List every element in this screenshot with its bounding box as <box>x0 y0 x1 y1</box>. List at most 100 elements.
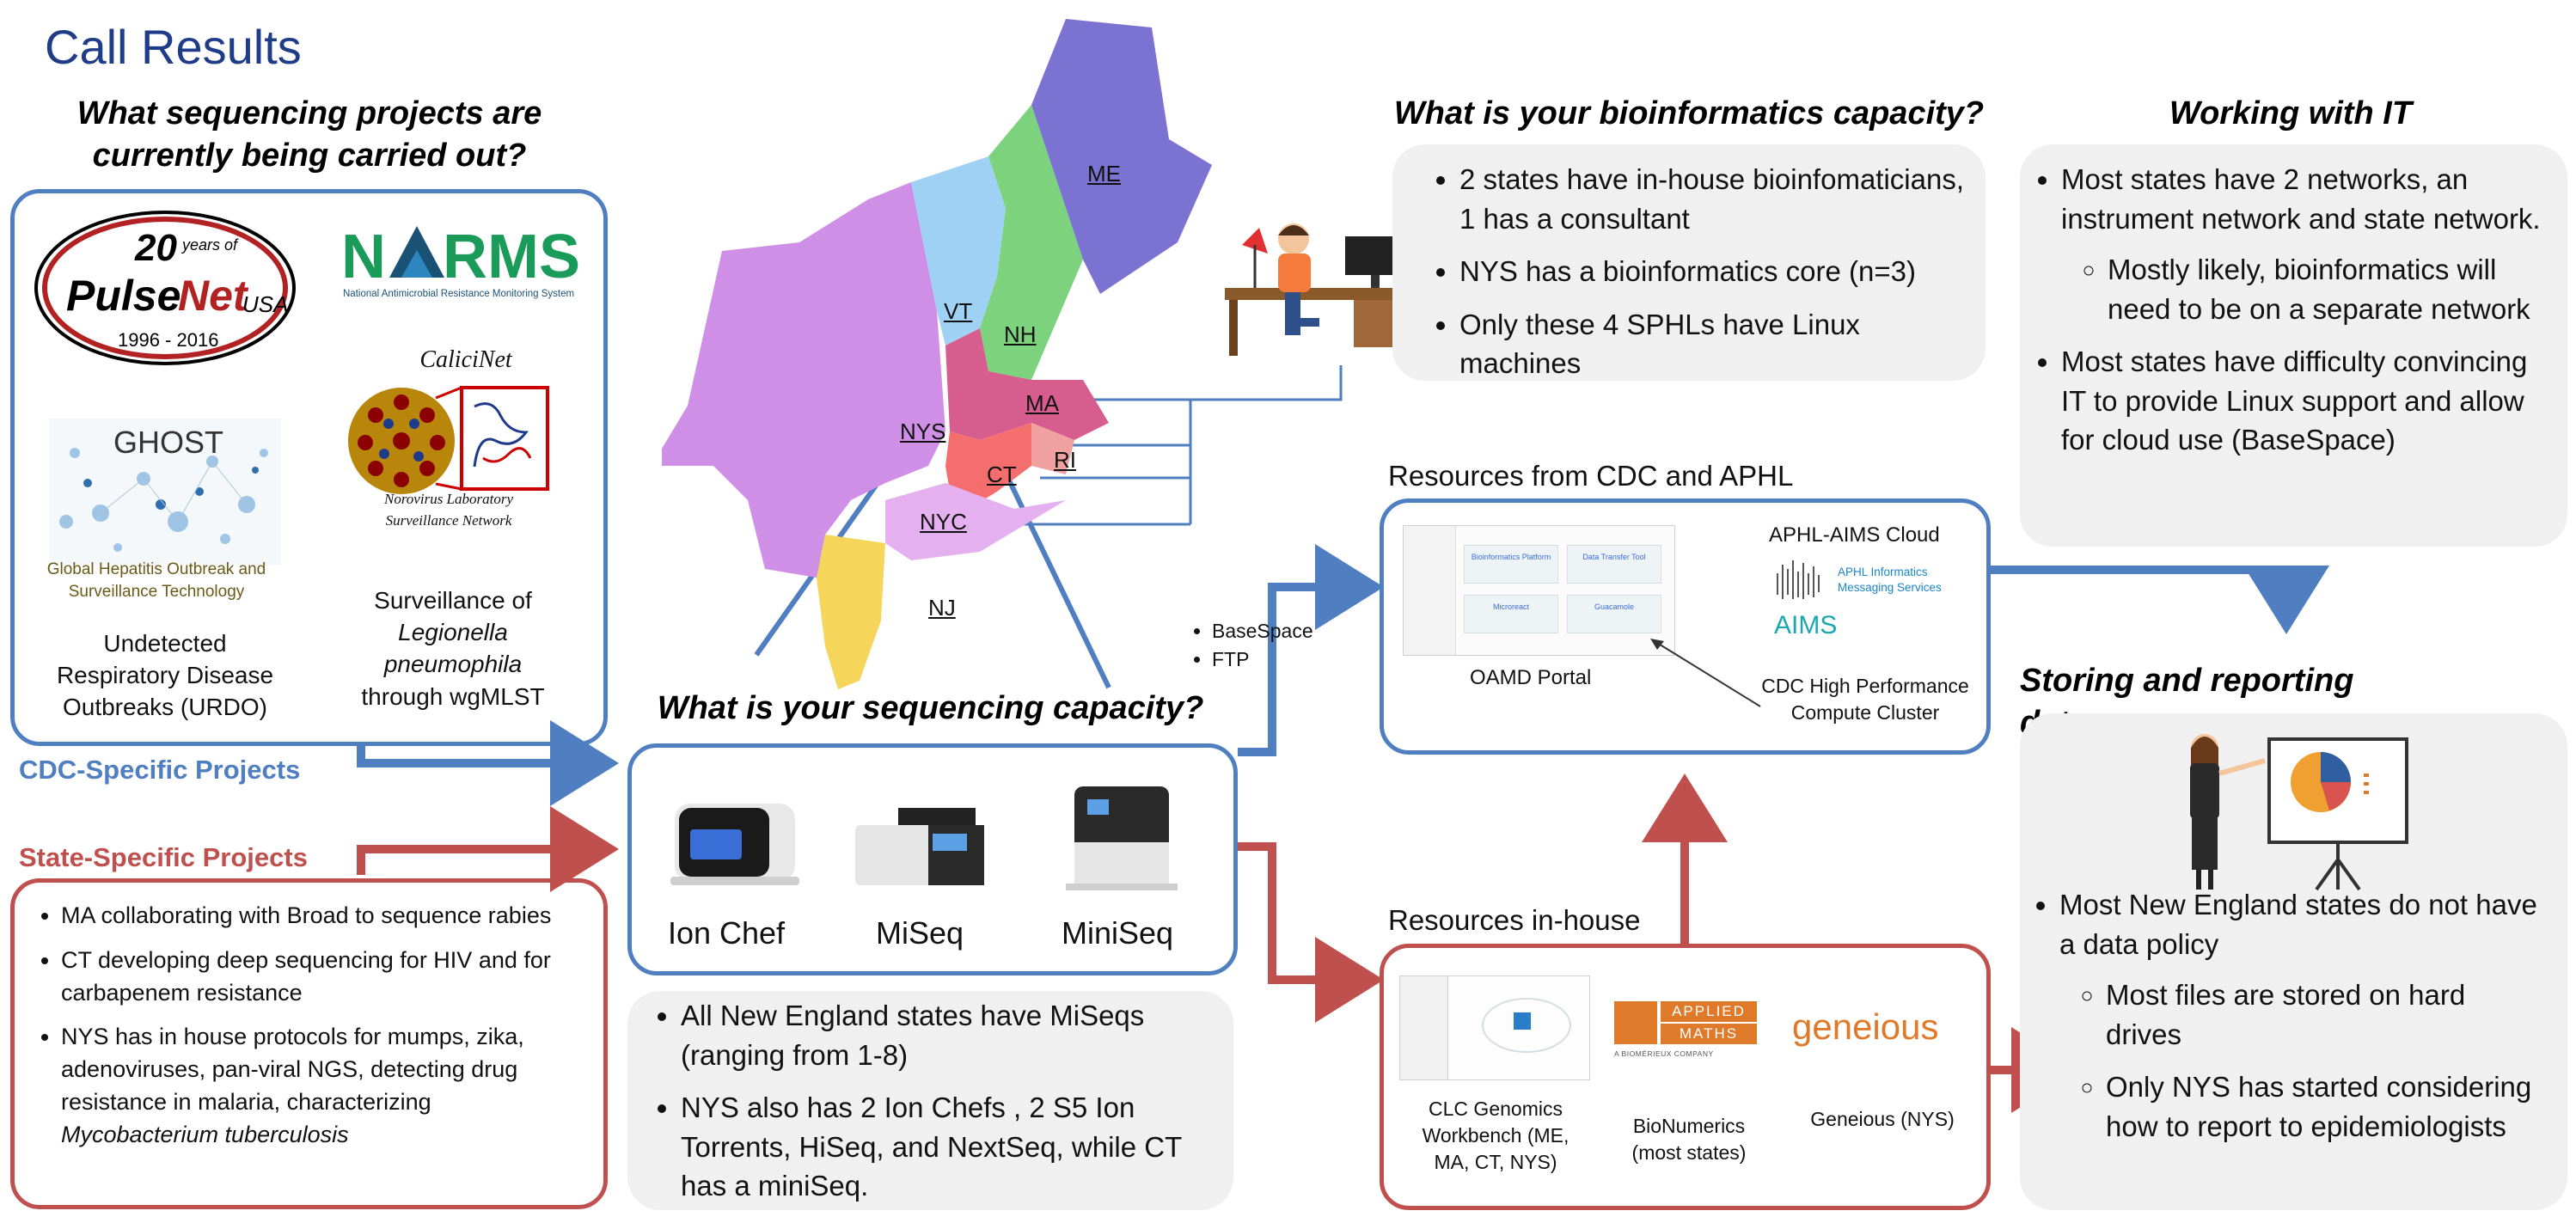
portal-tile: Guacamole <box>1567 595 1661 633</box>
clc-line3: MA, CT, NYS) <box>1434 1151 1557 1174</box>
transfer-methods: BaseSpace FTP <box>1186 617 1313 675</box>
state-projects-label: State-Specific Projects <box>19 842 308 872</box>
svg-text:20: 20 <box>134 227 177 269</box>
miseq-label: MiSeq <box>875 915 964 951</box>
seq-capacity-heading: What is your sequencing capacity? <box>657 690 1204 726</box>
svg-text:years of: years of <box>181 236 239 254</box>
bracket-line <box>1040 365 1343 401</box>
bioinf-item: NYS has a bioinformatics core (n=3) <box>1459 252 1968 291</box>
cluster-line1: CDC High Performance <box>1761 675 1969 697</box>
urdo-line1: Undetected <box>103 630 227 657</box>
applied-maths-word1: APPLIED <box>1661 1001 1757 1022</box>
narms-logo: N RMS National Antimicrobial Resistance … <box>340 217 580 321</box>
state-project-item: MA collaborating with Broad to sequence … <box>61 900 586 933</box>
seq-capacity-notes: All New England states have MiSeqs (rang… <box>627 991 1233 1210</box>
cdc-resources-label: Resources from CDC and APHL <box>1388 460 1794 492</box>
inhouse-arrow <box>1238 842 1384 1023</box>
storing-sublist: Most files are stored on hard drives Onl… <box>2059 975 2544 1146</box>
map-label-nj: NJ <box>928 595 956 621</box>
svg-text:National Antimicrobial Resista: National Antimicrobial Resistance Monito… <box>343 289 574 299</box>
seq-capacity-list: All New England states have MiSeqs (rang… <box>643 996 1216 1206</box>
clc-caption: CLC Genomics Workbench (ME, MA, CT, NYS) <box>1397 1096 1594 1176</box>
cdc-arrow <box>357 720 619 806</box>
pulsenet-logo: 20 years of Pulse Net USA 1996 - 2016 <box>32 209 298 368</box>
cluster-line2: Compute Cluster <box>1790 701 1940 725</box>
urdo-caption: Undetected Respiratory Disease Outbreaks… <box>32 627 298 724</box>
aims-sub1: APHL Informatics <box>1838 566 1928 578</box>
state-nys <box>662 182 945 578</box>
state-nj <box>817 535 885 689</box>
map-label-nh: NH <box>1004 321 1037 347</box>
state-me <box>1031 19 1212 294</box>
state-projects-box: MA collaborating with Broad to sequence … <box>10 878 608 1209</box>
storing-box: Most New England states do not have a da… <box>2020 713 2567 1210</box>
clc-icon <box>1514 1012 1531 1030</box>
page-title: Call Results <box>45 20 302 74</box>
calicinet-logo <box>341 381 556 501</box>
seq-capacity-box: Ion Chef MiSeq MiniSeq <box>627 743 1238 975</box>
map-label-me: ME <box>1087 161 1121 187</box>
storing-subitem: Most files are stored on hard drives <box>2106 975 2544 1054</box>
state-project-item: CT developing deep sequencing for HIV an… <box>61 945 586 1010</box>
storing-item: Most New England states do not have a da… <box>2059 885 2544 1146</box>
svg-text:RMS: RMS <box>443 223 580 291</box>
bionumerics-line2: (most states) <box>1631 1141 1747 1165</box>
svg-text:USA: USA <box>242 291 288 317</box>
state-project-item: NYS has in house protocols for mumps, zi… <box>61 1021 586 1151</box>
clc-sidebar <box>1400 976 1448 1079</box>
state-arrow <box>357 806 619 892</box>
applied-maths-mark <box>1614 1001 1657 1044</box>
calicinet-title: CaliciNet <box>419 346 512 373</box>
portal-tile: Data Transfer Tool <box>1567 545 1661 584</box>
it-box: Most states have 2 networks, an instrume… <box>2020 144 2567 547</box>
bioinf-list: 2 states have in-house bioinfomaticians,… <box>1422 160 1968 383</box>
urdo-line3: Outbreaks (URDO) <box>62 694 268 721</box>
calicinet-sub2: Surveillance Network <box>385 511 512 529</box>
map-label-ma: MA <box>1025 390 1059 416</box>
it-sublist: Mostly likely, bioinformatics will need … <box>2061 250 2550 328</box>
it-item-text: Most states have 2 networks, an instrume… <box>2061 163 2541 235</box>
transfer-item: BaseSpace <box>1212 617 1313 645</box>
bioinf-heading: What is your bioinformatics capacity? <box>1393 95 1985 131</box>
it-heading: Working with IT <box>2169 95 2413 131</box>
geneious-caption: Geneious (NYS) <box>1810 1108 1955 1130</box>
cluster-pointer <box>1650 639 1761 707</box>
seq-capacity-item: NYS also has 2 Ion Chefs , 2 S5 Ion Torr… <box>681 1088 1216 1206</box>
miseq-image <box>847 799 993 894</box>
miniseq-label: MiniSeq <box>1061 915 1174 951</box>
storing-item-text: Most New England states do not have a da… <box>2059 889 2537 960</box>
oamd-portal-label: OAMD Portal <box>1470 666 1592 689</box>
basespace-arrow <box>1238 544 1384 756</box>
applied-maths-word2: MATHS <box>1661 1024 1757 1044</box>
aphl-aims-label: APHL-AIMS Cloud <box>1769 523 1940 547</box>
urdo-line2: Respiratory Disease <box>56 662 274 689</box>
northeast-map: ME VT NH MA NYS RI CT NYC NJ <box>653 19 1229 698</box>
it-subitem: Mostly likely, bioinformatics will need … <box>2108 250 2550 328</box>
legionella-caption: Surveillance of Legionella pneumophila t… <box>337 584 569 712</box>
legionella-line4: through wgMLST <box>361 682 545 710</box>
svg-text:1996 - 2016: 1996 - 2016 <box>118 329 218 351</box>
portal-tile: Microreact <box>1464 595 1558 633</box>
ion-chef-image <box>658 795 804 890</box>
inhouse-label: Resources in-house <box>1388 904 1641 936</box>
applied-maths-logo: APPLIED MATHS A BIOMÉRIEUX COMPANY <box>1614 1001 1760 1066</box>
seq-projects-heading: What sequencing projects are currently b… <box>26 93 593 178</box>
bionumerics-caption: BioNumerics (most states) <box>1607 1113 1771 1166</box>
state-project-italic: Mycobacterium tuberculosis <box>61 1121 349 1147</box>
storing-subitem: Only NYS has started considering how to … <box>2106 1067 2544 1146</box>
storing-arrow <box>1991 566 2329 634</box>
storing-list: Most New England states do not have a da… <box>2020 885 2544 1146</box>
state-vt <box>911 156 1006 345</box>
ghost-sub1: Global Hepatitis Outbreak and <box>46 560 266 578</box>
state-ma <box>945 328 1109 440</box>
seq-projects-heading-line2: currently being carried out? <box>92 138 527 174</box>
map-label-nys: NYS <box>900 419 946 444</box>
it-item: Most states have difficulty convincing I… <box>2061 342 2550 460</box>
state-ri <box>1031 423 1074 474</box>
geneious-logo: geneious <box>1792 1006 1939 1047</box>
cluster-caption: CDC High Performance Compute Cluster <box>1753 673 1977 726</box>
aims-subtitle: APHL Informatics Messaging Services <box>1838 565 1942 595</box>
inhouse-box: CLC Genomics Workbench (ME, MA, CT, NYS)… <box>1380 944 1991 1210</box>
seq-projects-heading-line1: What sequencing projects are <box>76 95 542 131</box>
